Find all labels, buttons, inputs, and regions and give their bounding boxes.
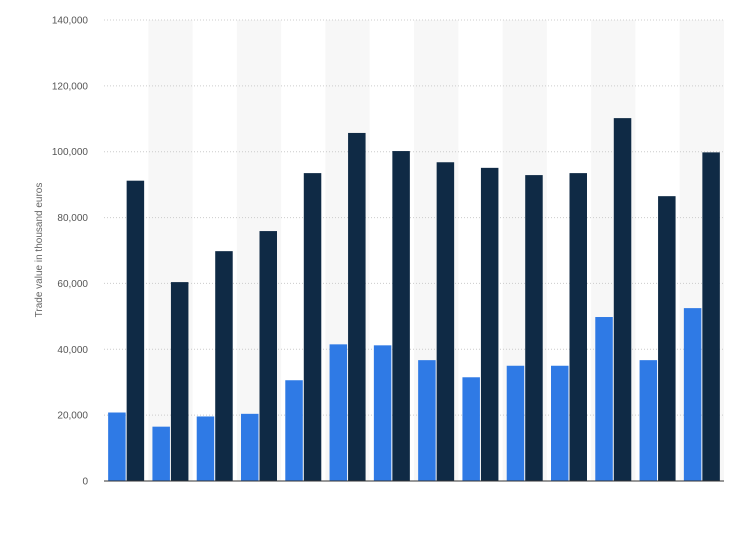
bar-series-1[interactable] [108,412,126,481]
y-axis-label: Trade value in thousand euros [34,183,45,318]
bar-series-2[interactable] [569,173,588,481]
bar-series-1[interactable] [506,365,525,481]
y-tick-label: 120,000 [52,81,89,92]
bar-series-1[interactable] [196,416,215,481]
bar-series-2[interactable] [613,118,632,482]
bar-series-2[interactable] [303,173,322,481]
bar-series-1[interactable] [329,344,348,481]
bar-series-1[interactable] [285,380,303,481]
bar-series-2[interactable] [348,132,366,481]
bar-series-2[interactable] [259,231,278,481]
y-tick-label: 100,000 [52,147,89,158]
bar-series-2[interactable] [392,151,410,481]
bar-series-1[interactable] [373,345,392,481]
bar-series-1[interactable] [462,377,480,481]
y-tick-label: 80,000 [57,213,88,224]
bar-series-2[interactable] [215,251,233,481]
y-axis-ticks: 0 20,000 40,000 60,000 80,000 100,000 120,000 1… [52,16,89,488]
bar-series-2[interactable] [702,152,720,481]
bar-series-1[interactable] [683,308,702,481]
bar-series-1[interactable] [551,365,569,481]
bar-series-2[interactable] [170,282,189,481]
column-bands [148,20,724,481]
bar-series-1[interactable] [595,317,613,481]
bars [108,118,720,482]
y-tick-label: 140,000 [52,16,89,27]
bar-series-1[interactable] [241,413,259,481]
bar-series-2[interactable] [480,167,499,481]
bar-series-1[interactable] [639,360,658,481]
bar-series-2[interactable] [525,175,543,481]
y-tick-label: 20,000 [57,411,88,422]
bar-series-1[interactable] [152,426,170,481]
bar-series-1[interactable] [418,360,436,481]
bar-series-2[interactable] [126,180,145,482]
bar-series-2[interactable] [436,162,455,481]
y-tick-label: 60,000 [57,279,88,290]
y-tick-label: 40,000 [57,345,88,356]
y-tick-label: 0 [82,477,88,488]
bar-series-2[interactable] [658,196,676,482]
